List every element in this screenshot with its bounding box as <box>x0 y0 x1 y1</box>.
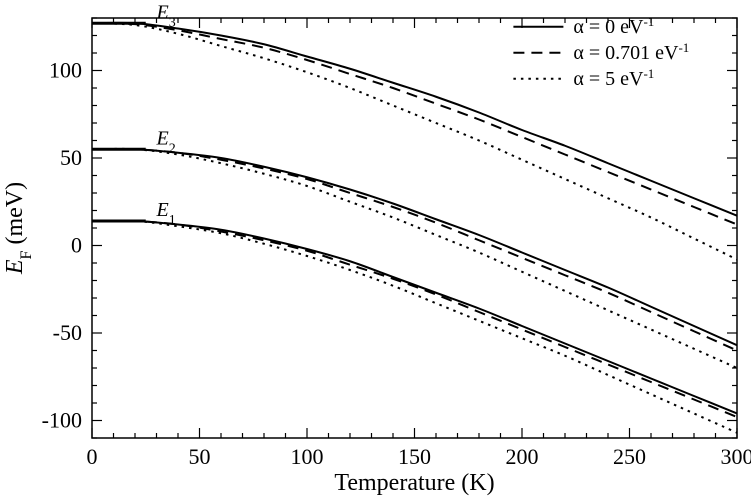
y-tick-label: 100 <box>49 58 82 83</box>
fermi-energy-chart: 0 50 100 150 200 250 300 Temperature (K) -100 -50… <box>0 0 751 500</box>
x-tick-label: 200 <box>506 444 539 469</box>
y-tick-label: -100 <box>42 408 82 433</box>
x-tick-label: 50 <box>189 444 211 469</box>
legend-label: α = 0.701 eV-1 <box>573 39 689 64</box>
x-tick-label: 0 <box>87 444 98 469</box>
y-tick-label: 0 <box>71 233 82 258</box>
x-tick-label: 150 <box>398 444 431 469</box>
x-tick-label: 100 <box>291 444 324 469</box>
y-tick-label: -50 <box>53 320 82 345</box>
x-tick-label: 250 <box>613 444 646 469</box>
y-tick-label: 50 <box>60 145 82 170</box>
x-axis-label: Temperature (K) <box>334 470 494 496</box>
x-tick-label: 300 <box>721 444 751 469</box>
legend-label: α = 0 eV-1 <box>573 13 654 38</box>
legend-label: α = 5 eV-1 <box>573 65 654 90</box>
